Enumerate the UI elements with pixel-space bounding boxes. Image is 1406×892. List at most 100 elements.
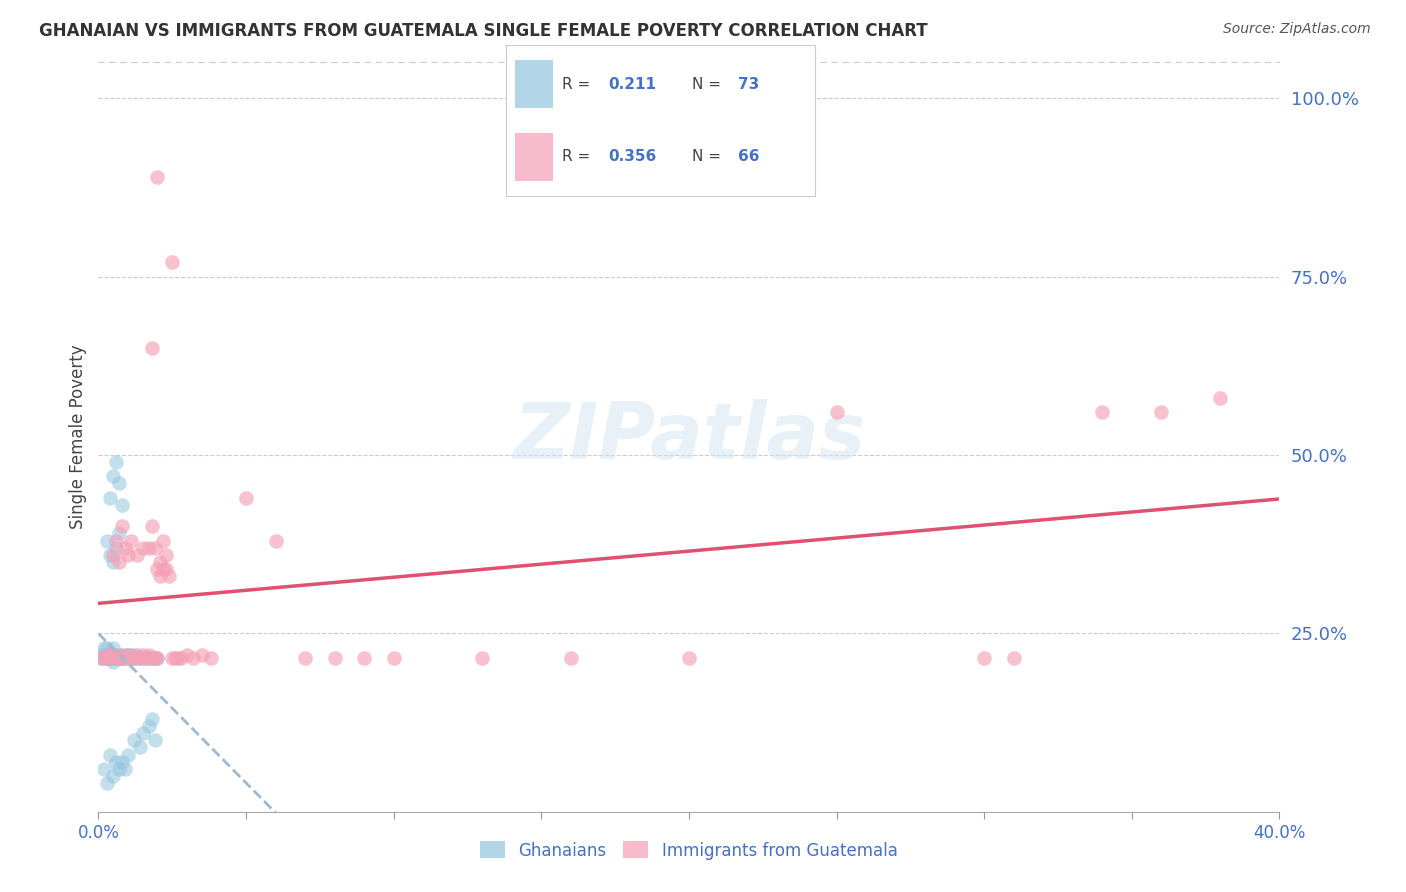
- Y-axis label: Single Female Poverty: Single Female Poverty: [69, 345, 87, 529]
- Point: [108, 651, 131, 665]
- Point: [560, 651, 582, 665]
- Point: [141, 651, 163, 665]
- Point: [105, 755, 128, 769]
- Point: [132, 651, 155, 665]
- Point: [108, 762, 131, 776]
- Point: [152, 562, 174, 576]
- Point: [111, 498, 134, 512]
- Point: [138, 648, 160, 662]
- Point: [181, 651, 204, 665]
- Point: [132, 541, 155, 555]
- Point: [176, 648, 198, 662]
- Point: [167, 651, 190, 665]
- Point: [157, 569, 180, 583]
- Point: [152, 533, 174, 548]
- Text: 66: 66: [738, 149, 759, 164]
- Point: [114, 762, 136, 776]
- Point: [138, 541, 160, 555]
- Point: [825, 405, 848, 419]
- Point: [103, 469, 125, 483]
- Text: N =: N =: [692, 149, 725, 164]
- Text: 0.211: 0.211: [609, 77, 657, 92]
- Point: [138, 651, 160, 665]
- Point: [120, 533, 142, 548]
- Point: [135, 651, 157, 665]
- Point: [103, 651, 125, 665]
- Point: [162, 651, 183, 665]
- Point: [98, 651, 121, 665]
- Point: [120, 651, 142, 665]
- Point: [165, 651, 187, 665]
- Point: [264, 533, 287, 548]
- Point: [98, 651, 121, 665]
- Point: [103, 769, 125, 783]
- Point: [90, 651, 112, 665]
- Point: [235, 491, 257, 505]
- Point: [93, 651, 115, 665]
- Point: [96, 648, 118, 662]
- Point: [96, 640, 118, 655]
- Point: [93, 640, 115, 655]
- Point: [114, 648, 136, 662]
- Point: [1091, 405, 1114, 419]
- FancyBboxPatch shape: [516, 133, 553, 181]
- Point: [114, 651, 136, 665]
- Point: [117, 651, 139, 665]
- Point: [114, 651, 136, 665]
- Point: [132, 726, 155, 740]
- Point: [98, 747, 121, 762]
- Point: [93, 648, 115, 662]
- Point: [117, 548, 139, 562]
- Point: [111, 651, 134, 665]
- Point: [98, 648, 121, 662]
- Point: [191, 648, 214, 662]
- Point: [143, 651, 166, 665]
- Legend: Ghanaians, Immigrants from Guatemala: Ghanaians, Immigrants from Guatemala: [481, 841, 897, 860]
- Point: [103, 651, 125, 665]
- Point: [108, 476, 131, 491]
- Point: [117, 747, 139, 762]
- Point: [125, 648, 148, 662]
- Point: [117, 648, 139, 662]
- Point: [105, 651, 128, 665]
- Point: [111, 651, 134, 665]
- Point: [146, 169, 169, 184]
- Point: [103, 648, 125, 662]
- Text: 0.356: 0.356: [609, 149, 657, 164]
- Point: [128, 651, 150, 665]
- Point: [143, 651, 166, 665]
- Point: [141, 651, 163, 665]
- Point: [98, 648, 121, 662]
- Text: R =: R =: [562, 149, 595, 164]
- Point: [103, 648, 125, 662]
- Point: [1150, 405, 1173, 419]
- Point: [323, 651, 346, 665]
- Point: [122, 651, 145, 665]
- Point: [973, 651, 995, 665]
- Point: [96, 651, 118, 665]
- Point: [103, 548, 125, 562]
- Point: [141, 341, 163, 355]
- Point: [93, 762, 115, 776]
- Point: [294, 651, 316, 665]
- Point: [122, 651, 145, 665]
- Point: [108, 651, 131, 665]
- Point: [141, 519, 163, 533]
- Text: Source: ZipAtlas.com: Source: ZipAtlas.com: [1223, 22, 1371, 37]
- Point: [132, 648, 155, 662]
- Point: [128, 740, 150, 755]
- Point: [90, 648, 112, 662]
- Point: [120, 651, 142, 665]
- Point: [96, 533, 118, 548]
- Point: [141, 712, 163, 726]
- Point: [103, 640, 125, 655]
- Point: [105, 648, 128, 662]
- Text: GHANAIAN VS IMMIGRANTS FROM GUATEMALA SINGLE FEMALE POVERTY CORRELATION CHART: GHANAIAN VS IMMIGRANTS FROM GUATEMALA SI…: [39, 22, 928, 40]
- Point: [90, 651, 112, 665]
- Point: [114, 541, 136, 555]
- Point: [96, 648, 118, 662]
- Point: [108, 648, 131, 662]
- Point: [170, 651, 193, 665]
- Point: [125, 651, 148, 665]
- Point: [353, 651, 375, 665]
